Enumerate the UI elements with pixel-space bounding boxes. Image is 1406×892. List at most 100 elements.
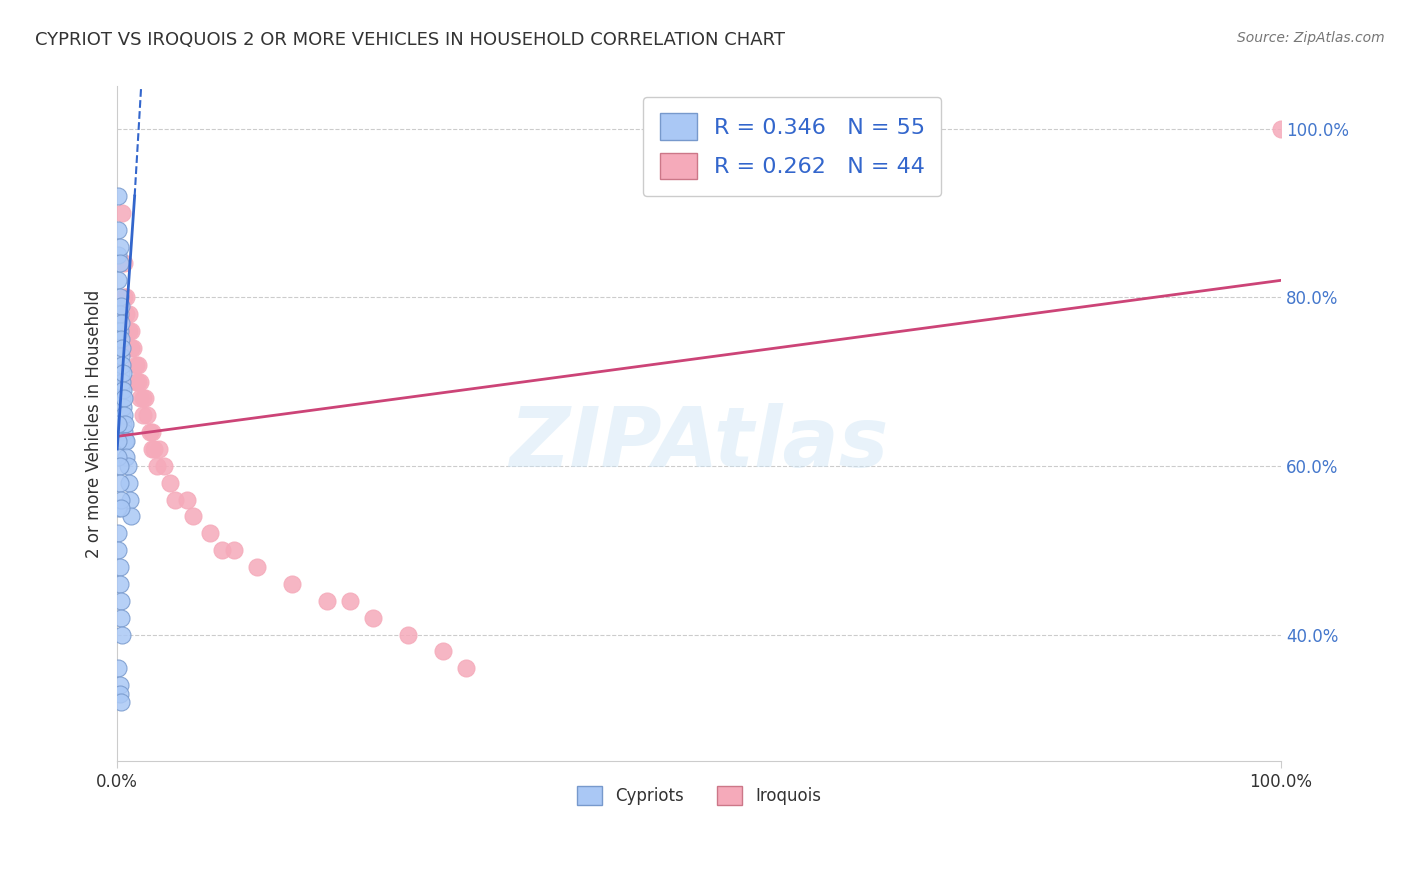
Point <box>108 307 131 321</box>
Point <box>134 392 156 406</box>
Point <box>110 383 132 397</box>
Point <box>132 392 155 406</box>
Point <box>110 695 132 709</box>
Point <box>118 492 141 507</box>
Point <box>115 434 138 448</box>
Point <box>132 409 155 423</box>
Point <box>110 594 132 608</box>
Point <box>110 299 132 313</box>
Point <box>108 687 131 701</box>
Point <box>107 661 129 675</box>
Point <box>111 400 134 414</box>
Point <box>114 417 136 431</box>
Point <box>107 450 129 465</box>
Point <box>211 543 233 558</box>
Point <box>108 239 131 253</box>
Point <box>110 332 132 346</box>
Point <box>125 358 148 372</box>
Point <box>139 425 162 439</box>
Point <box>432 644 454 658</box>
Point <box>127 358 149 372</box>
Point <box>115 450 138 465</box>
Point <box>107 248 129 262</box>
Point <box>246 560 269 574</box>
Point <box>118 307 141 321</box>
Point <box>120 324 142 338</box>
Point <box>111 206 134 220</box>
Point <box>110 349 132 363</box>
Point <box>107 417 129 431</box>
Point <box>115 307 138 321</box>
Point <box>1270 121 1292 136</box>
Point <box>112 409 135 423</box>
Point <box>143 442 166 456</box>
Point <box>127 375 149 389</box>
Point <box>200 526 222 541</box>
Point <box>456 661 478 675</box>
Point <box>396 627 419 641</box>
Point <box>110 610 132 624</box>
Point <box>176 492 198 507</box>
Point <box>120 509 142 524</box>
Point <box>115 290 138 304</box>
Point <box>108 560 131 574</box>
Point <box>129 375 152 389</box>
Point <box>110 366 132 380</box>
Point <box>339 594 361 608</box>
Point <box>108 256 131 270</box>
Point <box>111 341 134 355</box>
Point <box>110 492 132 507</box>
Point <box>112 425 135 439</box>
Point <box>111 383 134 397</box>
Point <box>108 577 131 591</box>
Text: Source: ZipAtlas.com: Source: ZipAtlas.com <box>1237 31 1385 45</box>
Point <box>148 442 170 456</box>
Point <box>108 475 131 490</box>
Point <box>111 358 134 372</box>
Point <box>107 189 129 203</box>
Point <box>145 458 167 473</box>
Point <box>112 256 135 270</box>
Point <box>107 543 129 558</box>
Point <box>111 627 134 641</box>
Point <box>136 409 159 423</box>
Point <box>107 434 129 448</box>
Point <box>108 458 131 473</box>
Point <box>111 366 134 380</box>
Point <box>111 392 134 406</box>
Point <box>107 501 129 516</box>
Point <box>118 475 141 490</box>
Text: ZIPAtlas: ZIPAtlas <box>509 403 889 484</box>
Point <box>114 434 136 448</box>
Point <box>141 425 163 439</box>
Point <box>110 316 132 330</box>
Point <box>315 594 337 608</box>
Point <box>111 417 134 431</box>
Text: CYPRIOT VS IROQUOIS 2 OR MORE VEHICLES IN HOUSEHOLD CORRELATION CHART: CYPRIOT VS IROQUOIS 2 OR MORE VEHICLES I… <box>35 31 785 49</box>
Point <box>108 290 131 304</box>
Point <box>110 501 132 516</box>
Point <box>361 610 384 624</box>
Point <box>159 475 181 490</box>
Y-axis label: 2 or more Vehicles in Household: 2 or more Vehicles in Household <box>86 290 103 558</box>
Point <box>111 409 134 423</box>
Point <box>122 341 145 355</box>
Point <box>181 509 204 524</box>
Point <box>129 392 152 406</box>
Point <box>108 324 131 338</box>
Point <box>111 375 134 389</box>
Point <box>117 458 139 473</box>
Point <box>118 324 141 338</box>
Point <box>281 577 304 591</box>
Point <box>141 442 163 456</box>
Point <box>125 375 148 389</box>
Point <box>107 223 129 237</box>
Point <box>108 678 131 692</box>
Point <box>222 543 245 558</box>
Legend: Cypriots, Iroquois: Cypriots, Iroquois <box>568 778 830 814</box>
Point <box>112 392 135 406</box>
Point <box>152 458 174 473</box>
Point <box>107 273 129 287</box>
Point <box>107 526 129 541</box>
Point <box>120 341 142 355</box>
